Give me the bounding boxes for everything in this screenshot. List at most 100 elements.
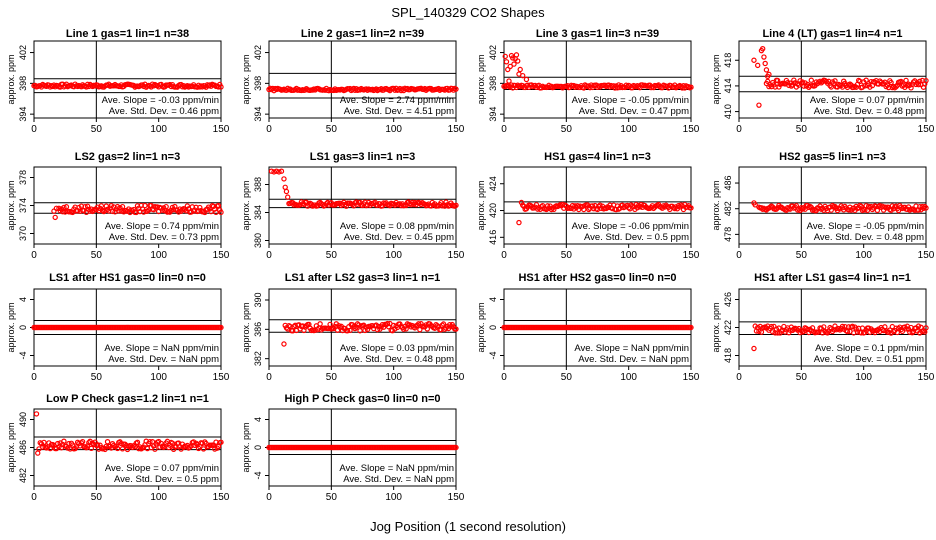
data-point [327, 321, 333, 328]
std-annotation: Ave. Std. Dev. = NaN ppm [343, 474, 454, 485]
data-point [516, 219, 522, 226]
y-tick-label: 4 [18, 297, 28, 302]
data-point [417, 326, 423, 333]
data-point [517, 66, 523, 73]
data-point [453, 86, 459, 92]
std-annotation: Ave. Std. Dev. = 0.48 ppm [814, 232, 924, 243]
data-point [853, 84, 859, 90]
data-point [862, 83, 868, 89]
y-tick-label: 0 [18, 325, 28, 330]
y-tick-label: 0 [253, 445, 263, 450]
x-tick-label: 100 [385, 372, 402, 383]
data-point [114, 445, 121, 452]
data-point [168, 207, 174, 213]
data-point [903, 77, 909, 84]
data-point [163, 203, 169, 210]
data-point [502, 53, 508, 60]
x-tick-label: 50 [561, 372, 573, 383]
panel-4: Line 4 (LT) gas=1 lin=4 n=1 0 50 100 150 410 4… [711, 28, 935, 135]
panel-title: LS1 gas=3 lin=1 n=3 [310, 151, 415, 163]
data-point [766, 71, 772, 78]
x-tick-label: 0 [501, 124, 507, 135]
data-point [207, 206, 213, 212]
slope-annotation: Ave. Slope = 0.07 ppm/min [105, 463, 219, 474]
panel-title: Line 1 gas=1 lin=1 n=38 [66, 28, 189, 40]
y-axis-label: approx. ppm [241, 422, 251, 472]
y-axis-label: approx. ppm [6, 422, 16, 472]
std-annotation: Ave. Std. Dev. = NaN ppm [108, 354, 219, 365]
figure-title: SPL_140329 CO2 Shapes [391, 5, 545, 20]
x-tick-label: 50 [326, 492, 338, 503]
x-tick-label: 100 [620, 124, 637, 135]
std-annotation: Ave. Std. Dev. = 0.48 ppm [814, 106, 924, 117]
data-point [61, 204, 67, 211]
y-tick-label: 422 [723, 320, 733, 335]
y-axis-label: approx. ppm [6, 54, 16, 104]
x-tick-label: 150 [918, 124, 935, 135]
data-point [776, 84, 782, 90]
data-point [507, 63, 513, 70]
data-point [116, 208, 122, 214]
panel-title: Line 3 gas=1 lin=3 n=39 [536, 28, 659, 40]
y-tick-label: 482 [18, 468, 28, 483]
y-axis-label: approx. ppm [241, 302, 251, 352]
x-tick-label: 150 [213, 250, 230, 261]
y-axis-label: approx. ppm [711, 180, 721, 230]
data-point [751, 57, 757, 63]
data-point [761, 54, 767, 60]
data-point [281, 341, 287, 347]
data-point [453, 444, 459, 451]
y-tick-label: 0 [488, 325, 498, 330]
x-tick-label: 50 [91, 372, 103, 383]
x-tick-label: 150 [683, 124, 700, 135]
x-tick-label: 0 [736, 124, 742, 135]
data-point [589, 203, 596, 209]
data-point [357, 328, 363, 334]
x-tick-label: 50 [91, 124, 103, 135]
data-point [88, 445, 95, 452]
data-point [119, 203, 126, 210]
panel-title: HS1 gas=4 lin=1 n=3 [544, 151, 651, 163]
data-point [400, 326, 407, 332]
x-tick-label: 100 [620, 372, 637, 383]
y-tick-label: 402 [488, 45, 498, 60]
data-point [124, 446, 131, 453]
data-point [98, 203, 105, 209]
slope-annotation: Ave. Slope = -0.03 ppm/min [102, 95, 219, 106]
data-point [520, 202, 526, 208]
data-point [836, 325, 842, 332]
y-axis-label: approx. ppm [476, 54, 486, 104]
x-tick-label: 150 [448, 372, 465, 383]
data-point [520, 72, 526, 79]
y-tick-label: 490 [18, 412, 28, 427]
data-point [35, 450, 41, 456]
data-point [586, 206, 592, 213]
data-point [111, 442, 117, 449]
panel-1: Line 1 gas=1 lin=1 n=38 0 50 100 150 394 398 40… [6, 28, 230, 135]
data-point [52, 214, 58, 221]
panel-title: HS2 gas=5 lin=1 n=3 [779, 151, 886, 163]
data-point [808, 77, 815, 83]
data-point [764, 78, 771, 85]
data-point [903, 326, 909, 332]
data-point [898, 78, 904, 85]
data-point [134, 439, 141, 446]
y-tick-label: 394 [18, 107, 28, 122]
data-point [923, 205, 929, 211]
y-tick-label: 388 [253, 177, 263, 192]
data-point [615, 82, 622, 88]
std-annotation: Ave. Std. Dev. = 0.47 ppm [579, 106, 689, 117]
std-annotation: Ave. Std. Dev. = 4.51 ppm [344, 106, 454, 117]
data-point [82, 204, 88, 210]
data-point [158, 440, 164, 447]
data-point [218, 439, 224, 445]
y-tick-label: 420 [488, 203, 498, 218]
y-tick-label: 486 [723, 176, 733, 191]
std-annotation: Ave. Std. Dev. = 0.48 ppm [344, 354, 454, 365]
panel-title: High P Check gas=0 lin=0 n=0 [284, 393, 440, 405]
data-point [122, 441, 128, 447]
y-axis-label: approx. ppm [711, 54, 721, 104]
data-point [41, 439, 47, 446]
slope-annotation: Ave. Slope = NaN ppm/min [104, 343, 219, 354]
x-tick-label: 100 [385, 124, 402, 135]
